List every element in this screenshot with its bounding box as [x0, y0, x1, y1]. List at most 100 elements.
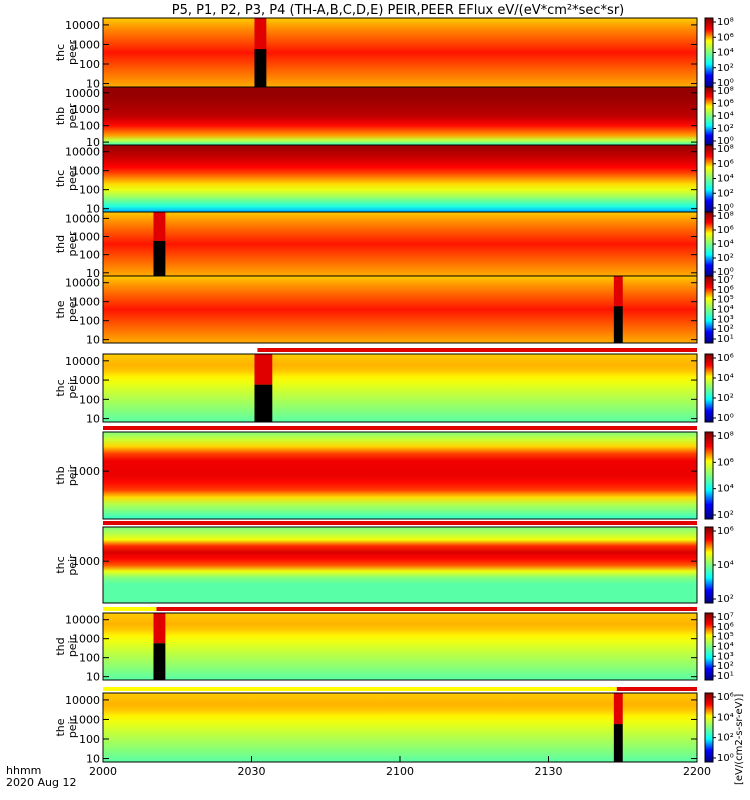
data-gap-top	[613, 276, 623, 307]
y-tick-label: 100	[79, 58, 100, 71]
colorbar-tick-label: 10⁶	[717, 457, 734, 468]
colorbar-tick-label: 10²	[717, 733, 734, 744]
figure-title: P5, P1, P2, P3, P4 (TH-A,B,C,D,E) PEIR,P…	[172, 3, 625, 18]
y-tick-label: 1000	[72, 165, 100, 178]
y-tick-label: 10000	[65, 212, 100, 225]
mode-bar-segment	[103, 426, 697, 430]
data-gap	[254, 384, 273, 422]
y-tick-label: 1000	[72, 296, 100, 309]
panel-label: peer	[66, 297, 79, 323]
spectrogram-image	[103, 212, 697, 276]
colorbar	[704, 353, 714, 423]
data-gap	[153, 240, 166, 276]
panel-label: peir	[66, 464, 79, 486]
panel-8: 1000 thc peir 10⁶ 10⁴ 10²	[54, 521, 734, 605]
time-axis-label: hhmm	[6, 764, 41, 777]
x-tick-label: 2200	[683, 765, 711, 778]
x-tick-label: 2100	[386, 765, 414, 778]
colorbar	[704, 17, 714, 88]
colorbar-tick-label: 10⁸	[717, 431, 734, 442]
colorbar-tick-label: 10⁴	[717, 305, 734, 316]
colorbar-tick-label: 10²	[717, 324, 734, 335]
colorbar-tick-label: 10¹	[717, 671, 734, 682]
x-tick-label: 2000	[89, 765, 117, 778]
panel-label: thc	[54, 556, 67, 573]
colorbar-tick-label: 10²	[717, 661, 734, 672]
spectrogram-image	[103, 527, 697, 603]
panel-label: thb	[54, 466, 67, 484]
colorbar-tick-label: 10⁴	[717, 712, 734, 723]
panel-10: 10000 1000 100 10 the peir 10⁶ 10⁴ 10² 10⁰	[54, 687, 734, 766]
colorbar-tick-label: 10⁰	[717, 753, 734, 764]
colorbar-tick-label: 10⁴	[717, 111, 734, 122]
colorbar-units-label: [eV/(cm2-s-sr-eV)]	[734, 694, 745, 785]
y-tick-label: 10000	[65, 355, 100, 368]
panels-group: 10000 1000 100 10 thc peer 10⁸ 10⁶ 10⁴ 10² 10⁰ 1000…	[54, 17, 734, 766]
data-gap-top	[613, 693, 623, 725]
colorbar-tick-label: 10⁷	[717, 612, 734, 623]
colorbar-tick-label: 10⁶	[717, 692, 734, 703]
y-tick-label: 100	[79, 652, 100, 665]
colorbar	[704, 692, 714, 763]
colorbar-tick-label: 10²	[717, 510, 734, 521]
data-gap	[613, 724, 623, 762]
colorbar-tick-label: 10⁸	[717, 211, 734, 222]
data-gap-top	[254, 18, 267, 50]
colorbar-tick-label: 10⁴	[717, 373, 734, 384]
spectrogram-image	[103, 145, 697, 212]
colorbar-tick-label: 10⁴	[717, 239, 734, 250]
panel-label: thc	[54, 379, 67, 396]
colorbar-tick-label: 10⁴	[717, 560, 734, 571]
y-tick-label: 10000	[65, 614, 100, 627]
panel-label: thd	[54, 637, 67, 655]
colorbar-tick-label: 10²	[717, 594, 734, 605]
mode-bar-segment	[103, 607, 157, 611]
time-axis: 2000 2030 2100 2130 2200	[89, 756, 711, 778]
spectrogram-image	[103, 18, 697, 87]
date-label: 2020 Aug 12	[6, 776, 76, 789]
y-tick-label: 10000	[65, 87, 100, 100]
mode-bar-segment	[156, 607, 697, 611]
y-tick-label: 10	[86, 203, 100, 216]
colorbar-tick-label: 10⁵	[717, 632, 734, 643]
panel-label: peer	[66, 103, 79, 129]
panel-label: the	[54, 300, 67, 318]
colorbar-tick-label: 10³	[717, 651, 734, 662]
panel-label: peir	[66, 716, 79, 738]
y-tick-label: 10000	[65, 19, 100, 32]
panel-label: peir	[66, 554, 79, 576]
panel-label: thc	[54, 170, 67, 187]
colorbar-tick-label: 10⁶	[717, 353, 734, 364]
colorbar-tick-label: 10²	[717, 188, 734, 199]
x-tick-label: 2030	[238, 765, 266, 778]
colorbar-tick-label: 10⁷	[717, 275, 734, 286]
mode-bar-segment	[103, 348, 258, 352]
panel-frame	[102, 431, 698, 520]
data-gap	[254, 49, 267, 87]
y-tick-label: 10	[86, 267, 100, 280]
colorbar	[704, 211, 714, 277]
colorbar-tick-label: 10⁴	[717, 174, 734, 185]
y-tick-label: 1000	[72, 633, 100, 646]
panel-frame	[102, 353, 698, 423]
panel-6: 10000 1000 100 10 thc peir 10⁶ 10⁴ 10² 10⁰	[54, 348, 734, 426]
colorbar-tick-label: 10⁶	[717, 225, 734, 236]
data-gap-top	[153, 613, 166, 644]
y-tick-label: 1000	[72, 465, 100, 478]
colorbar	[704, 86, 714, 146]
y-tick-label: 10	[86, 334, 100, 347]
colorbar-tick-label: 10⁰	[717, 203, 734, 214]
panel-frame	[102, 526, 698, 604]
colorbar-tick-label: 10²	[717, 124, 734, 135]
panel-frame	[102, 612, 698, 681]
y-tick-label: 10	[86, 78, 100, 91]
panel-label: thd	[54, 235, 67, 253]
spectrogram-image	[103, 432, 697, 519]
panel-label: peir	[66, 635, 79, 657]
x-tick-label: 2130	[535, 765, 563, 778]
mode-bar-segment	[103, 521, 697, 525]
panel-label: peer	[66, 231, 79, 257]
data-gap-top	[153, 212, 166, 241]
panel-9: 10000 1000 100 10 thd peir 10⁷10⁶10⁵10⁴10³10²1…	[54, 607, 734, 684]
colorbar-tick-label: 10⁸	[717, 17, 734, 28]
